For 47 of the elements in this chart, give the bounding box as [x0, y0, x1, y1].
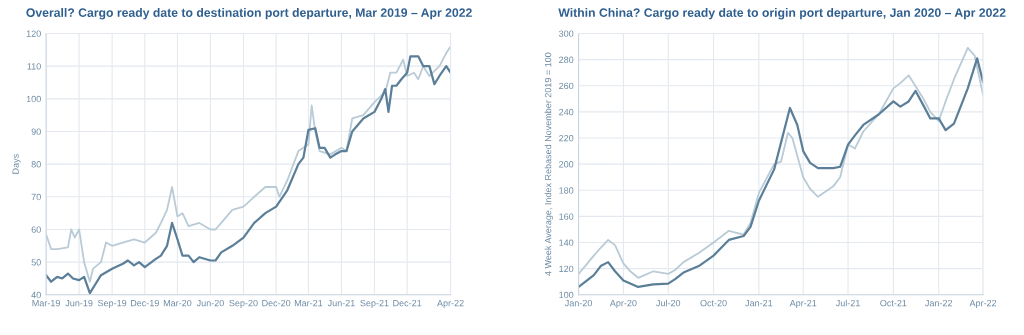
- x-tick-label: Sep-19: [97, 299, 127, 309]
- x-tick-label: Mar-20: [163, 299, 192, 307]
- y-tick-label: 260: [559, 82, 574, 90]
- x-tick-label: Apr-20: [609, 299, 637, 309]
- y-axis-title: 4 Week Average, Index Rebased November 2019 = 100: [544, 52, 554, 276]
- x-tick-label: Jul-20: [656, 299, 681, 307]
- x-tick-label: Dec-20: [262, 299, 291, 307]
- y-tick-label: 140: [559, 239, 574, 246]
- x-tick-label: Sep-20: [229, 299, 258, 309]
- y-tick-label: 40: [31, 291, 41, 299]
- y-tick-label: 280: [559, 56, 574, 63]
- x-tick-label: Apr-22: [437, 299, 464, 309]
- y-tick-label: 70: [31, 193, 41, 201]
- x-tick-label: Dec-19: [130, 299, 159, 307]
- y-tick-label: 60: [31, 226, 41, 233]
- x-tick-label: Sep-21: [360, 299, 389, 309]
- x-tick-label: Jul-21: [835, 299, 860, 307]
- x-tick-label: Dec-21: [393, 299, 422, 307]
- y-tick-label: 160: [559, 213, 574, 220]
- x-tick-label: Mar-19: [32, 299, 60, 307]
- x-tick-label: Oct-21: [880, 299, 907, 307]
- y-tick-label: 180: [559, 187, 574, 194]
- chart-title: Within China? Cargo ready date to origin port departure, Jan 2020 – Apr 2022: [558, 7, 1006, 20]
- y-tick-label: 50: [31, 259, 41, 266]
- x-tick-label: Mar-21: [294, 299, 323, 307]
- y-tick-label: 90: [31, 128, 41, 135]
- y-tick-label: 110: [27, 63, 41, 70]
- x-tick-label: Oct-20: [700, 299, 727, 307]
- y-tick-label: 240: [559, 108, 574, 116]
- y-tick-label: 100: [26, 95, 41, 103]
- x-tick-label: Apr-22: [969, 299, 997, 309]
- x-tick-label: Jun-20: [196, 299, 224, 307]
- x-tick-label: Jun-19: [65, 299, 93, 307]
- y-axis-title: Days: [12, 154, 21, 174]
- x-tick-label: Jun-21: [327, 299, 355, 307]
- y-tick-label: 120: [26, 30, 41, 37]
- x-tick-label: Jan-20: [564, 299, 593, 307]
- y-tick-label: 220: [559, 134, 574, 142]
- x-tick-label: Jan-22: [925, 299, 953, 307]
- x-tick-label: Jan-21: [745, 299, 773, 307]
- y-tick-label: 80: [31, 161, 41, 168]
- chart-title: Overall? Cargo ready date to destination port departure, Mar 2019 – Apr 2022: [26, 7, 472, 20]
- y-tick-label: 200: [559, 161, 574, 168]
- y-tick-label: 300: [558, 30, 574, 37]
- y-tick-label: 120: [559, 265, 574, 273]
- x-tick-label: Apr-21: [789, 299, 817, 309]
- y-tick-label: 100: [559, 291, 574, 299]
